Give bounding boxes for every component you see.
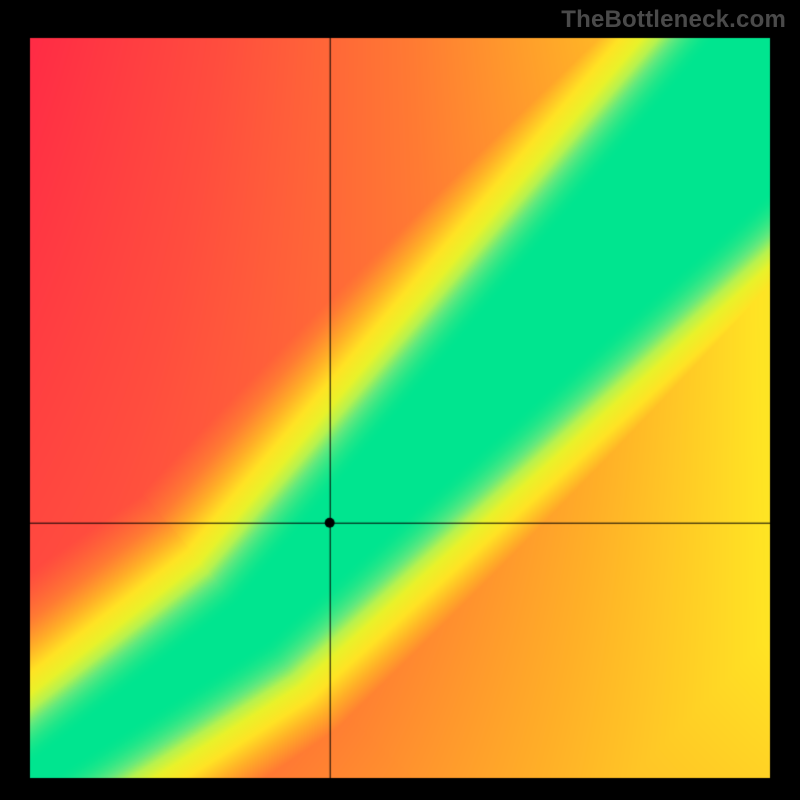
bottleneck-heatmap: [0, 0, 800, 800]
attribution-text: TheBottleneck.com: [561, 6, 786, 34]
